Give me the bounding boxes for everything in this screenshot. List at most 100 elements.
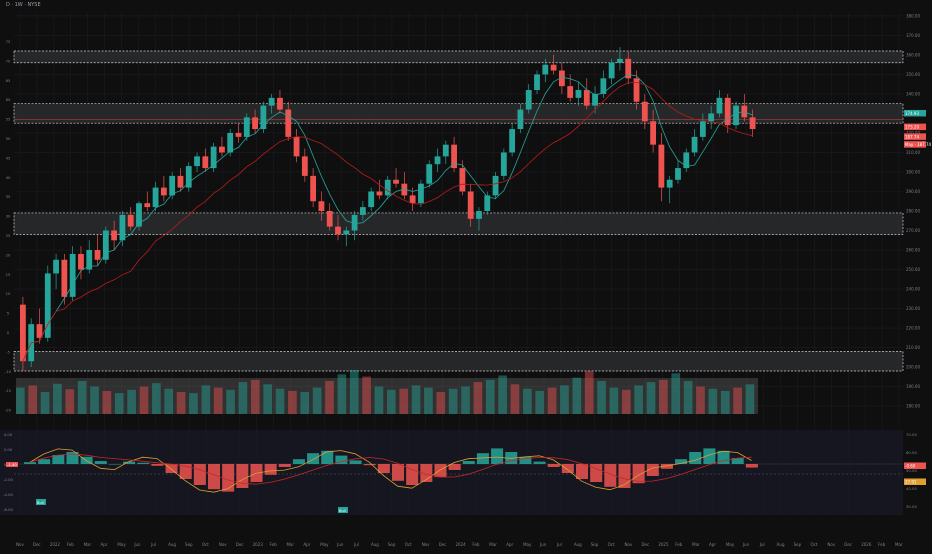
candle-body [418, 183, 424, 204]
left-tick-label: 65 [6, 78, 11, 83]
time-tick-label: Sep [794, 542, 802, 547]
candle-body [20, 304, 26, 362]
price-tick-label: 320.00 [906, 130, 920, 135]
left-tick-label: 20 [6, 252, 11, 257]
candle-body [426, 164, 433, 184]
time-tick-label: May [117, 542, 126, 547]
volume-bar [473, 382, 483, 414]
time-tick-label: Aug [371, 542, 379, 547]
macd-histogram-bar [94, 461, 107, 464]
macd-histogram-bar [236, 464, 249, 488]
macd-histogram-bar [335, 455, 348, 464]
price-tick-label: 280.00 [906, 209, 920, 214]
price-tick-label: 250.00 [906, 267, 920, 272]
volume-ma-area [16, 378, 758, 414]
macd-badge-signal: 27.91 [905, 480, 917, 485]
candle-body [285, 109, 292, 137]
macd-histogram-bar [179, 464, 192, 479]
candle-body [359, 207, 366, 215]
time-tick-label: Feb [472, 542, 480, 547]
candle-body [708, 113, 715, 122]
signal-line [29, 453, 752, 485]
macd-histogram-bar [561, 464, 574, 473]
time-tick-label: Dec [844, 542, 852, 547]
time-tick-label: 2022 [50, 542, 61, 547]
volume-bar [312, 387, 322, 414]
candle-body [658, 144, 665, 188]
candle-body [575, 90, 582, 98]
macd-histogram-bar [292, 459, 305, 464]
div-tag-1: Bull [37, 501, 44, 505]
macd-histogram-bar [731, 458, 744, 464]
macd-tick-label: -6.00 [3, 507, 13, 512]
candle-body [202, 156, 209, 169]
time-tick-label: Aug [777, 542, 785, 547]
candle-body [152, 187, 159, 208]
time-tick-label: Nov [16, 542, 24, 547]
candle-body [600, 78, 607, 94]
left-tick-label: 15 [6, 272, 11, 277]
price-badge-secondary-bg [904, 123, 926, 131]
candle-body [127, 214, 134, 227]
volume-bar [176, 392, 186, 414]
left-tick-label: 0 [7, 330, 10, 335]
candle-body [102, 230, 109, 260]
candle-body [301, 156, 308, 176]
candle-body [617, 58, 623, 63]
volume-bar [102, 390, 112, 414]
div-tag-1-bg [36, 499, 46, 505]
time-tick-label: Aug [168, 542, 176, 547]
macd-histogram-bar [646, 464, 659, 476]
price-tick-label: 240.00 [906, 287, 920, 292]
macd-histogram-bar [38, 459, 51, 464]
volume-bar [337, 374, 347, 414]
volume-bar [201, 385, 211, 414]
candle-body [666, 179, 673, 188]
candle-body [351, 214, 358, 231]
left-tick-label: -20 [5, 408, 12, 413]
macd-histogram-bar [307, 453, 320, 464]
rsi-tick-label: 70.00 [906, 432, 917, 437]
left-tick-label: 75 [6, 39, 11, 44]
candle-body [219, 146, 225, 153]
volume-bar [65, 389, 75, 414]
price-tick-label: 180.00 [906, 404, 920, 409]
left-tick-label: 55 [6, 117, 11, 122]
candle-body [343, 230, 350, 235]
volume-bar [560, 385, 569, 414]
candle-body [558, 70, 565, 87]
candle-body [459, 168, 466, 192]
price-tick-label: 360.00 [906, 52, 920, 57]
price-tick-label: 210.00 [906, 345, 920, 350]
left-tick-label: -10 [5, 369, 12, 374]
rsi-tick-label: 30.00 [906, 504, 917, 509]
left-tick-label: 10 [6, 291, 11, 296]
macd-tick-label: 2.00 [4, 447, 13, 452]
volume-bar [510, 384, 520, 414]
time-tick-label: Jun [539, 542, 547, 547]
volume-bar [263, 384, 272, 414]
price-badge-current: 174.93 [905, 111, 919, 116]
time-tick-label: 2025 [658, 542, 669, 547]
candle-body [36, 324, 43, 338]
time-tick-label: Apr [506, 542, 513, 547]
candle-body [509, 129, 516, 153]
candle-body [61, 259, 68, 297]
candle-body [641, 101, 648, 122]
time-tick-label: Nov [827, 542, 835, 547]
time-tick-label: Oct [810, 542, 817, 547]
volume-bar [374, 386, 384, 414]
volume-bar [683, 381, 693, 414]
macd-histogram-bar [264, 464, 277, 475]
candle-body [210, 146, 217, 169]
price-tick-label: 340.00 [906, 91, 920, 96]
volume-bar [152, 383, 161, 414]
macd-histogram-bar [406, 464, 419, 485]
support-resistance-zone [13, 212, 904, 235]
price-tick-label: 300.00 [906, 169, 920, 174]
candle-body [675, 168, 681, 180]
volume-bar [53, 383, 62, 414]
macd-histogram-bar [123, 461, 136, 464]
candle-body [583, 90, 590, 106]
